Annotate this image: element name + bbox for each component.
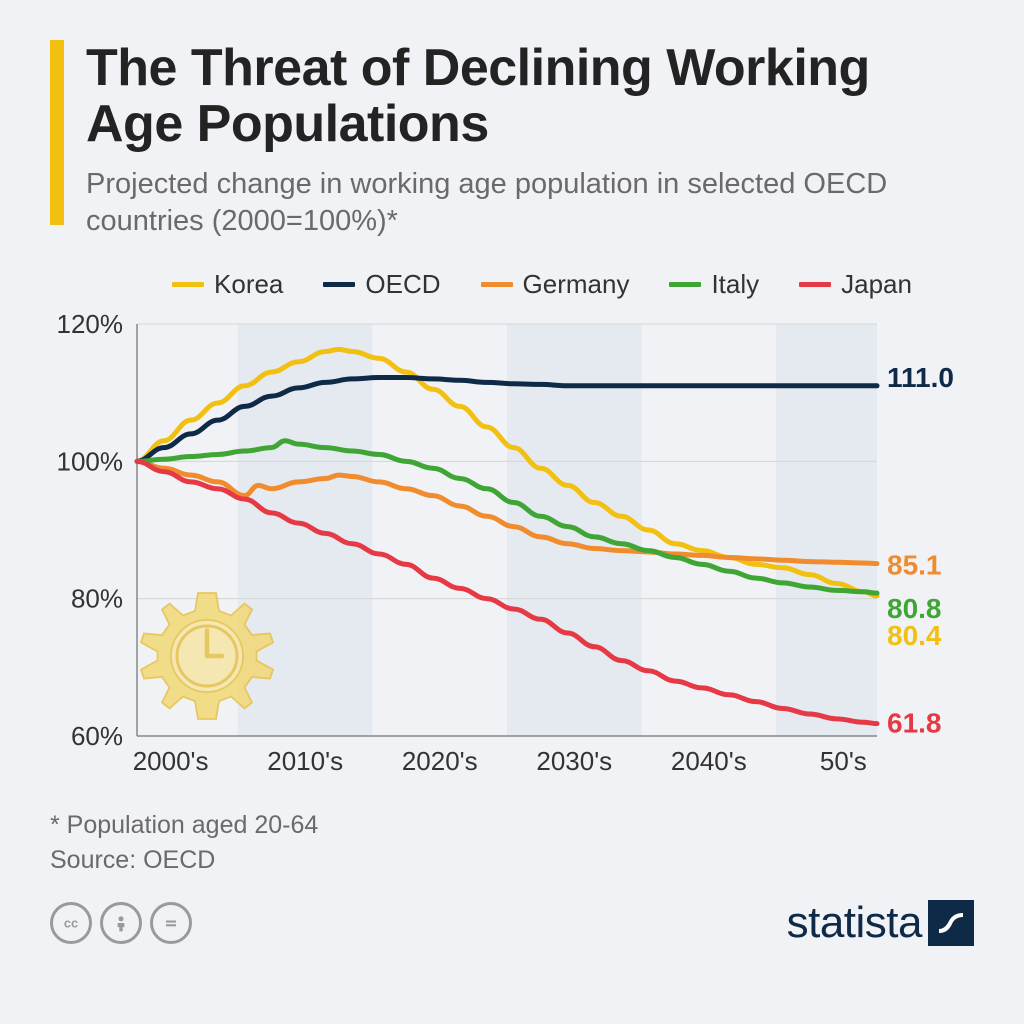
svg-text:80.4: 80.4 (887, 620, 942, 651)
legend-swatch (323, 282, 355, 287)
svg-text:cc: cc (64, 915, 78, 930)
footnote-note: * Population aged 20-64 (50, 808, 974, 843)
svg-text:2010's: 2010's (267, 746, 343, 776)
svg-text:61.8: 61.8 (887, 707, 942, 738)
legend-label: Italy (711, 269, 759, 300)
svg-text:111.0: 111.0 (887, 362, 954, 393)
svg-text:50's: 50's (820, 746, 867, 776)
svg-text:80.8: 80.8 (887, 593, 942, 624)
statista-mark-icon (928, 900, 974, 946)
svg-text:60%: 60% (71, 721, 123, 751)
svg-text:2020's: 2020's (402, 746, 478, 776)
legend-item: Italy (669, 269, 759, 300)
legend-swatch (481, 282, 513, 287)
legend-item: Japan (799, 269, 912, 300)
svg-text:80%: 80% (71, 583, 123, 613)
chart-title: The Threat of Declining Working Age Popu… (86, 40, 974, 152)
gear-clock-icon (132, 581, 282, 731)
legend-swatch (669, 282, 701, 287)
legend-label: OECD (365, 269, 440, 300)
legend-swatch (172, 282, 204, 287)
legend-label: Korea (214, 269, 283, 300)
footnotes: * Population aged 20-64 Source: OECD (50, 808, 974, 878)
header: The Threat of Declining Working Age Popu… (50, 40, 974, 239)
svg-text:100%: 100% (57, 446, 123, 476)
statista-logo: statista (787, 898, 974, 948)
footnote-source: Source: OECD (50, 843, 974, 878)
legend-label: Japan (841, 269, 912, 300)
legend-item: Germany (481, 269, 630, 300)
cc-license-icons: cc (50, 902, 192, 944)
legend-label: Germany (523, 269, 630, 300)
legend-item: OECD (323, 269, 440, 300)
nd-icon (150, 902, 192, 944)
footer: cc statista (50, 898, 974, 948)
svg-text:85.1: 85.1 (887, 549, 942, 580)
svg-text:2000's: 2000's (133, 746, 209, 776)
statista-wordmark: statista (787, 898, 922, 948)
svg-text:2040's: 2040's (671, 746, 747, 776)
svg-text:120%: 120% (57, 309, 123, 339)
chart-area: 60% 80% 100% 120% 2000's 2010's 2020's 2030's 20… (57, 306, 967, 786)
legend-swatch (799, 282, 831, 287)
cc-icon: cc (50, 902, 92, 944)
legend-item: Korea (172, 269, 283, 300)
legend: Korea OECD Germany Italy Japan (50, 269, 974, 300)
by-icon (100, 902, 142, 944)
svg-text:2030's: 2030's (536, 746, 612, 776)
chart-subtitle: Projected change in working age populati… (86, 166, 974, 239)
accent-bar (50, 40, 64, 225)
